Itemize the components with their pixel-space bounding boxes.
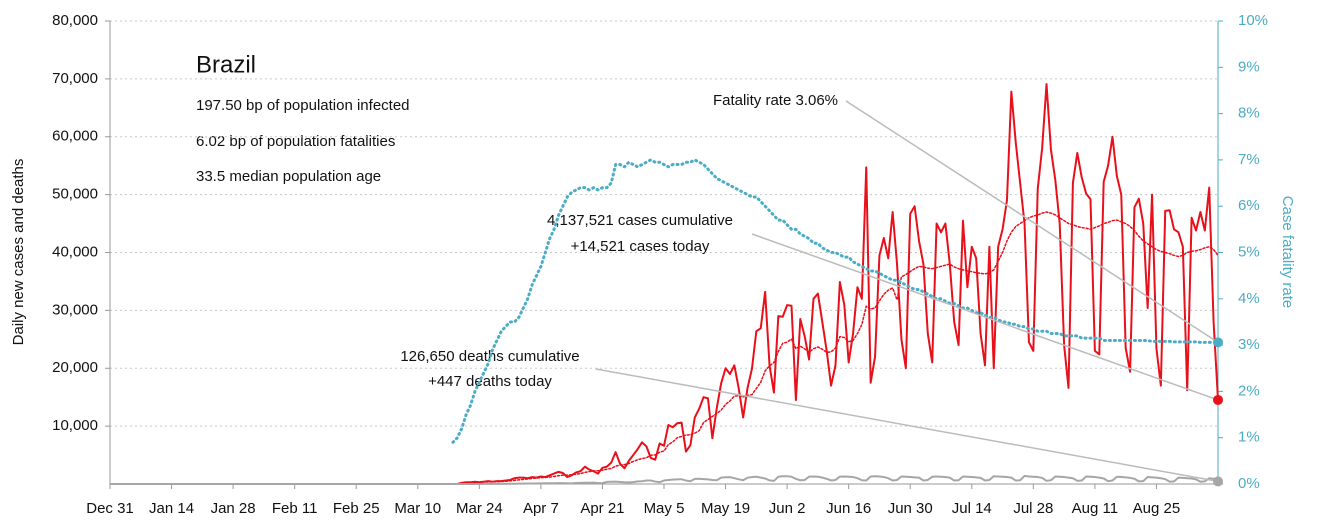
x-tick-label: Feb 11 — [272, 500, 318, 517]
x-tick-label: Jun 16 — [826, 500, 871, 517]
series-line — [110, 474, 1219, 485]
y2-tick-label: 5% — [1238, 243, 1260, 260]
y-tick-label: 70,000 — [52, 70, 98, 87]
y-axis-label: Daily new cases and deaths — [10, 159, 27, 346]
y-tick-label: 80,000 — [52, 12, 98, 29]
end-dot — [1213, 337, 1223, 348]
y2-tick-label: 8% — [1238, 105, 1260, 122]
y2-tick-label: 10% — [1238, 12, 1268, 29]
x-tick-label: May 5 — [644, 500, 685, 517]
x-tick-label: Jan 14 — [149, 500, 194, 517]
series-line — [451, 158, 1220, 444]
y2-tick-label: 2% — [1238, 382, 1260, 399]
x-tick-label: Jul 28 — [1013, 500, 1053, 517]
x-tick-label: Mar 24 — [456, 500, 503, 517]
y2-tick-label: 1% — [1238, 429, 1260, 446]
info-line: 197.50 bp of population infected — [196, 97, 410, 114]
end-dot — [1213, 476, 1223, 487]
y-tick-label: 10,000 — [52, 417, 98, 434]
x-tick-label: Feb 25 — [333, 500, 380, 517]
y2-tick-label: 3% — [1238, 336, 1260, 353]
y2-tick-label: 0% — [1238, 475, 1260, 492]
x-tick-label: Apr 7 — [523, 500, 559, 517]
x-tick-label: Jan 28 — [211, 500, 256, 517]
annotation: Fatality rate 3.06% — [713, 92, 838, 109]
annotation: +14,521 cases today — [571, 238, 710, 255]
info-line: 33.5 median population age — [196, 168, 381, 185]
x-tick-label: Jun 30 — [888, 500, 933, 517]
end-dot — [1213, 394, 1223, 405]
info-line: 6.02 bp of population fatalities — [196, 133, 395, 150]
x-tick-label: Dec 31 — [86, 500, 134, 517]
x-tick-label: Aug 25 — [1133, 500, 1181, 517]
x-tick-label: Mar 10 — [394, 500, 441, 517]
y2-axis-label: Case fatality rate — [1279, 196, 1296, 309]
y2-tick-label: 4% — [1238, 290, 1260, 307]
y-tick-label: 20,000 — [52, 359, 98, 376]
y-tick-label: 30,000 — [52, 301, 98, 318]
x-tick-label: Apr 21 — [580, 500, 624, 517]
y-tick-label: 50,000 — [52, 186, 98, 203]
y-tick-label: 40,000 — [52, 243, 98, 260]
x-tick-label: Aug 11 — [1072, 500, 1118, 517]
annotation: 4,137,521 cases cumulative — [547, 212, 733, 229]
callout-line — [595, 368, 1219, 483]
y-tick-label: 60,000 — [52, 128, 98, 145]
callout-line — [845, 100, 1219, 343]
x-tick-label: Jun 2 — [769, 500, 806, 517]
callout-line — [751, 233, 1219, 401]
x-tick-label: Jul 14 — [952, 500, 992, 517]
x-tick-label: May 19 — [701, 500, 750, 517]
annotation: +447 deaths today — [428, 373, 552, 390]
chart-title: Brazil — [196, 51, 256, 78]
y2-tick-label: 9% — [1238, 58, 1260, 75]
y2-tick-label: 6% — [1238, 197, 1260, 214]
y2-tick-label: 7% — [1238, 151, 1260, 168]
